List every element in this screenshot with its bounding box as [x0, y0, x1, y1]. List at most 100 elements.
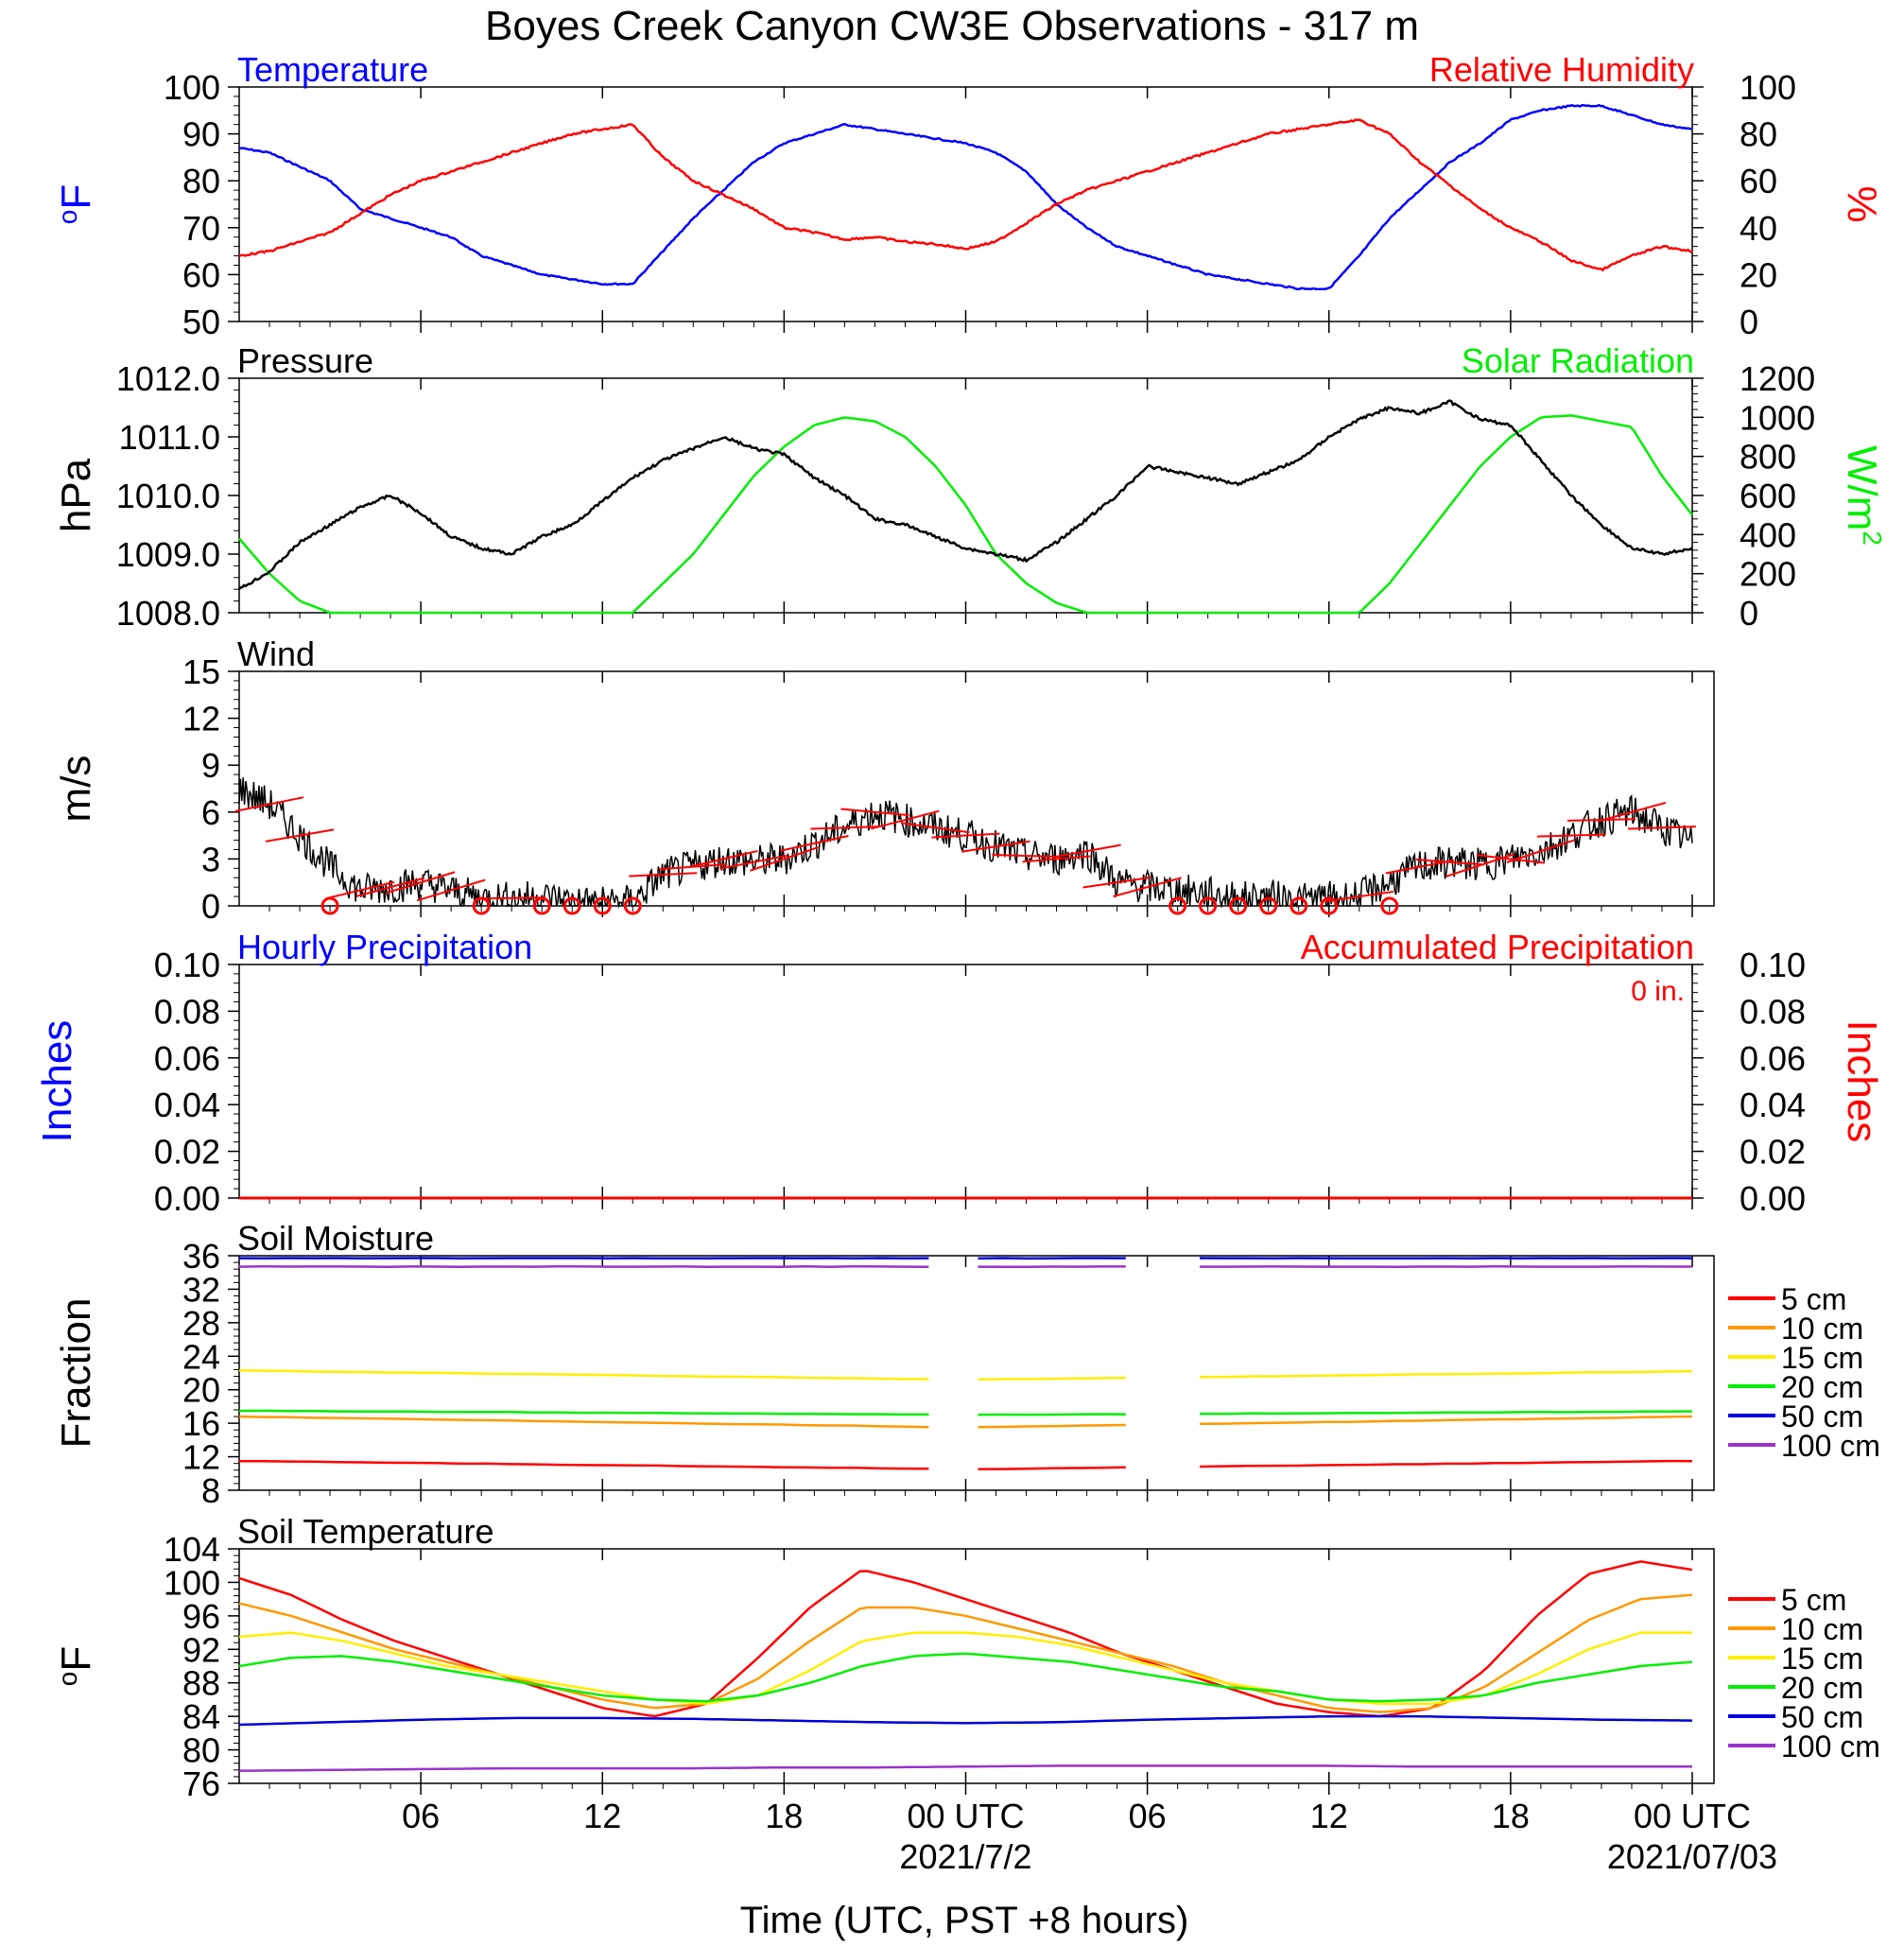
y-tick-label: 90 — [182, 115, 220, 154]
calm-wind-marker — [1380, 896, 1399, 915]
wind-barb — [1324, 890, 1393, 903]
y-right-tick-label: 800 — [1740, 438, 1796, 477]
legend-label: 10 cm — [1781, 1612, 1863, 1646]
panel-frame — [238, 377, 1693, 614]
x-tick-label: 06 — [1129, 1797, 1167, 1835]
y-tick-label: 0.00 — [154, 1179, 220, 1218]
left-units-label: hPa — [53, 458, 99, 532]
soil-temperature-line — [238, 1764, 1692, 1772]
y-tick-label: 12 — [182, 1438, 220, 1477]
soil-temperature-line — [238, 1560, 1693, 1718]
legend-label: 10 cm — [1781, 1312, 1863, 1346]
left-units-label: m/s — [53, 756, 99, 823]
y-tick-label: 76 — [182, 1764, 220, 1803]
y-tick-label: 8 — [201, 1471, 220, 1510]
y-tick-label: 15 — [182, 652, 220, 691]
soil-moisture-line — [978, 1423, 1126, 1429]
y-tick-label: 28 — [182, 1304, 220, 1343]
wind-barb — [719, 854, 788, 870]
wind-barb — [1052, 843, 1121, 859]
y-tick-label: 0.02 — [154, 1133, 220, 1172]
date-label: 2021/7/2 — [899, 1837, 1031, 1876]
soil-moisture-line — [238, 1368, 929, 1381]
calm-wind-marker — [1290, 896, 1308, 915]
wind-barb — [689, 849, 758, 868]
legend-label: 20 cm — [1781, 1370, 1863, 1404]
wind-barb — [1627, 825, 1697, 830]
x-tick-label: 00 UTC — [1634, 1797, 1751, 1835]
accumulated-total: 0 in. — [1631, 976, 1685, 1007]
wind-barb — [1597, 801, 1667, 823]
y-tick-label: 9 — [201, 746, 220, 785]
legend-label: 50 cm — [1781, 1700, 1863, 1734]
wind-barb — [325, 880, 395, 900]
left-units-label: Inches — [34, 1020, 80, 1143]
wind-barb — [386, 871, 456, 895]
y-right-tick-label: 0.06 — [1740, 1039, 1806, 1078]
calm-wind-marker — [1259, 896, 1278, 915]
wind-barb — [1113, 877, 1182, 897]
legend-label: 5 cm — [1781, 1583, 1846, 1617]
y-right-tick-label: 0 — [1740, 594, 1758, 633]
panel-left-label: Pressure — [237, 341, 373, 380]
wind-barb — [961, 840, 1030, 853]
y-tick-label: 1010.0 — [116, 477, 220, 515]
x-tick-label: 12 — [583, 1797, 621, 1835]
panel-pressure: 1012.0 1011.0 1010.0 1009.0 1008.0 1200100080… — [53, 341, 1887, 633]
wind-barb — [1082, 876, 1151, 889]
wind-barb — [931, 832, 1000, 839]
soil-temperature-line — [238, 1714, 1693, 1727]
y-tick-label: 96 — [182, 1597, 220, 1636]
x-tick-label: 18 — [1492, 1797, 1530, 1835]
x-tick-label: 18 — [765, 1797, 803, 1835]
panel-right-label: Relative Humidity — [1429, 50, 1694, 89]
y-right-tick-label: 0.10 — [1740, 946, 1806, 984]
wind-barb — [416, 878, 486, 902]
y-right-tick-label: 80 — [1740, 115, 1777, 154]
wind-barb — [355, 877, 425, 897]
wind-barb — [1022, 855, 1091, 863]
panel-frame — [238, 670, 1715, 907]
soil-moisture-line — [978, 1466, 1126, 1470]
y-right-tick-label: 1200 — [1740, 359, 1815, 398]
wind-speed-line — [238, 777, 1693, 909]
y-tick-label: 1012.0 — [116, 359, 220, 398]
y-right-tick-label: 20 — [1740, 255, 1777, 294]
soil-moisture-line — [978, 1413, 1126, 1416]
panel-left-label: Hourly Precipitation — [237, 928, 532, 966]
panel-left-label: Soil Moisture — [237, 1219, 434, 1258]
wind-barb — [1476, 854, 1545, 864]
y-tick-label: 80 — [182, 1731, 220, 1770]
calm-wind-marker — [623, 896, 642, 915]
wind-barb — [901, 822, 970, 834]
y-right-tick-label: 0.02 — [1740, 1133, 1806, 1172]
y-tick-label: 0 — [201, 887, 220, 926]
y-right-tick-label: 60 — [1740, 162, 1777, 200]
right-units-label: Inches — [1839, 1020, 1885, 1143]
x-tick-label: 06 — [402, 1797, 440, 1835]
pressure-line — [238, 399, 1693, 590]
soil-moisture-line — [238, 1415, 929, 1429]
y-tick-label: 100 — [164, 68, 220, 107]
panel-wind: 15 12 9 6 3 0 Wind m/s — [53, 634, 1715, 926]
calm-wind-marker — [1229, 896, 1248, 915]
y-right-tick-label: 40 — [1740, 209, 1777, 248]
legend-label: 100 cm — [1781, 1729, 1880, 1764]
x-tick-label: 00 UTC — [907, 1797, 1024, 1835]
wind-barb — [1415, 859, 1484, 866]
y-right-tick-label: 1000 — [1740, 398, 1815, 437]
panel-right-label: Accumulated Precipitation — [1301, 928, 1694, 966]
legend-label: 15 cm — [1781, 1642, 1863, 1676]
soil-temperature-line — [238, 1652, 1693, 1703]
y-tick-label: 36 — [182, 1237, 220, 1276]
calm-wind-marker — [1320, 896, 1339, 915]
y-tick-label: 0.06 — [154, 1039, 220, 1078]
y-tick-label: 0.08 — [154, 992, 220, 1031]
y-right-tick-label: 200 — [1740, 555, 1796, 594]
left-units-label: Fraction — [53, 1298, 99, 1449]
legend-label: 15 cm — [1781, 1341, 1863, 1375]
soil-moisture-line — [1199, 1369, 1693, 1379]
wind-barb — [265, 828, 335, 843]
calm-wind-marker — [563, 896, 581, 915]
calm-wind-marker — [532, 896, 551, 915]
